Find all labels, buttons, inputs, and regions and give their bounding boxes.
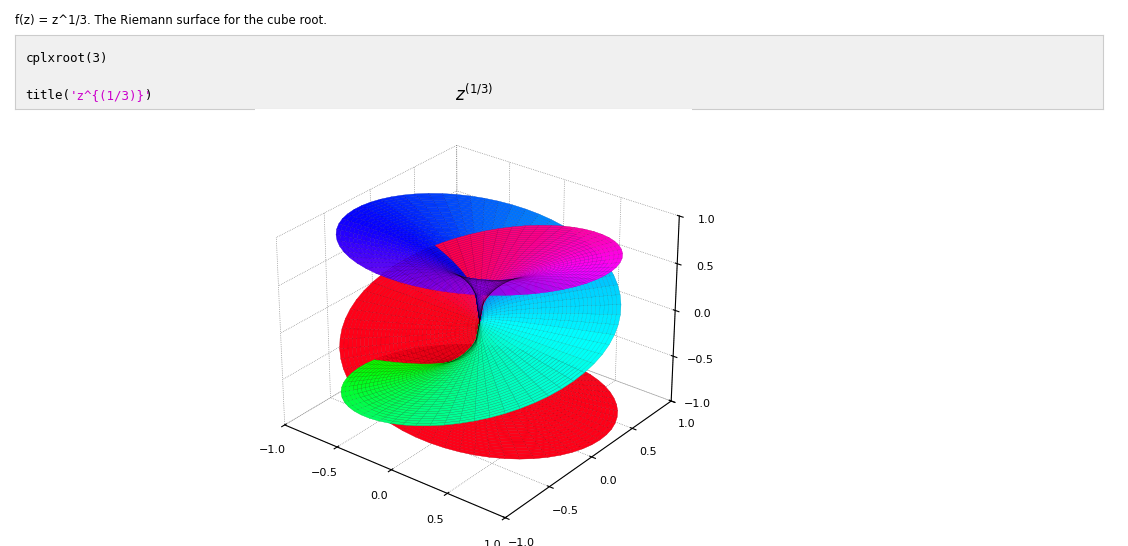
Text: title(: title( [26, 88, 71, 102]
Text: f(z) = z^1/3. The Riemann surface for the cube root.: f(z) = z^1/3. The Riemann surface for th… [15, 14, 327, 27]
Text: 'z^{(1/3)}': 'z^{(1/3)}' [70, 88, 152, 102]
Title: $z^{(1/3)}$: $z^{(1/3)}$ [455, 84, 493, 105]
Text: cplxroot(3): cplxroot(3) [26, 52, 108, 65]
Text: ): ) [146, 88, 152, 102]
